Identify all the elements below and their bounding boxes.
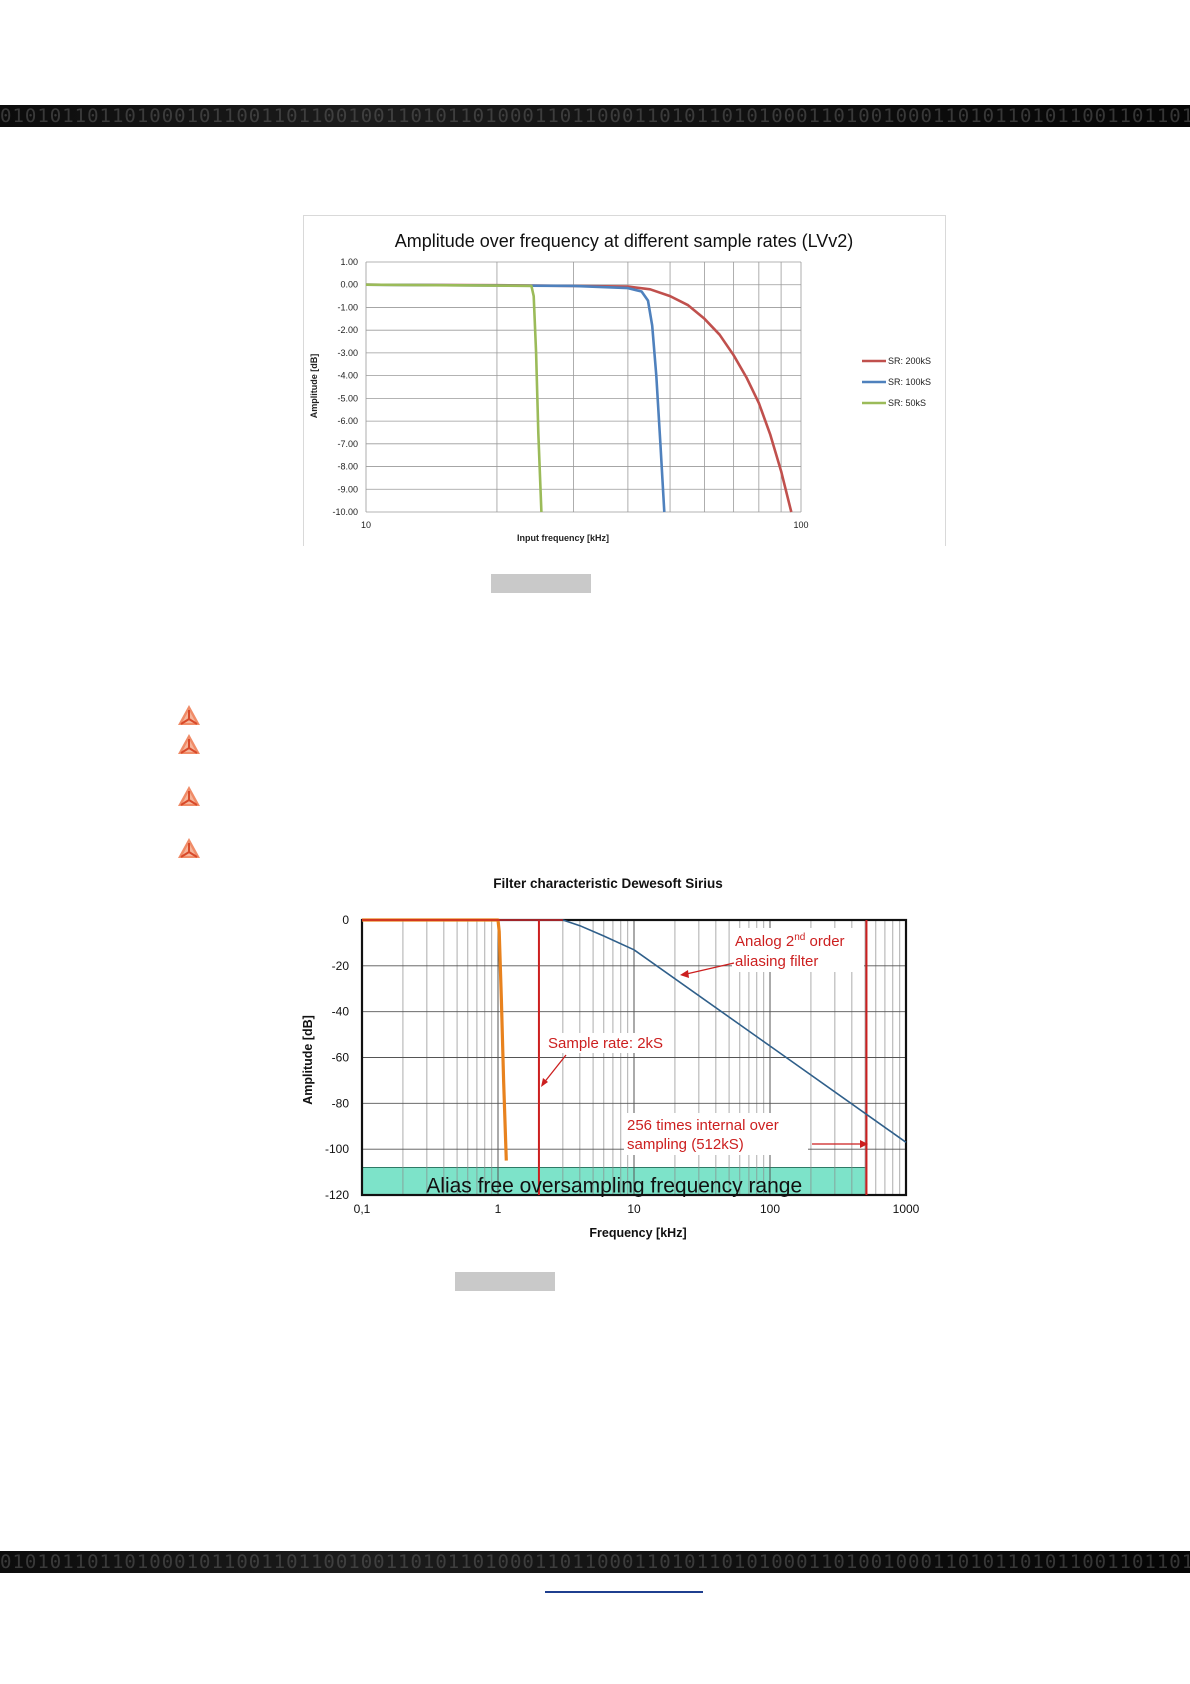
y-tick-label: -10.00 [332, 507, 358, 517]
chart-grid [365, 261, 802, 513]
series-line [365, 283, 666, 513]
annotation-bg [544, 1033, 674, 1053]
y-axis-ticks: 0 -20 -40 -60 -80 -100 -120 [325, 913, 349, 1202]
annotation-analog-filter-line2: aliasing filter [735, 953, 818, 970]
bullet-logo-icon [177, 704, 201, 726]
arrow-head-icon [680, 970, 689, 978]
series-line [362, 919, 907, 1143]
y-tick-label: -6.00 [337, 416, 358, 426]
y-tick-label: -7.00 [337, 439, 358, 449]
figure-filter-characteristic: Filter characteristic Dewesoft Sirius 0 -… [290, 868, 940, 1248]
annotation-sample-rate: Sample rate: 2kS [548, 1035, 663, 1052]
band-label: Alias free oversampling frequency range [426, 1175, 802, 1198]
legend-label: SR: 100kS [888, 377, 931, 387]
y-tick-label: -8.00 [337, 462, 358, 472]
annotation-arrow [681, 962, 735, 976]
chart-title: Amplitude over frequency at different sa… [395, 231, 854, 251]
y-tick-label: 0 [342, 913, 349, 927]
x-tick-label: 100 [793, 520, 808, 530]
y-tick-label: -20 [332, 959, 350, 973]
caption-placeholder-1 [491, 574, 591, 593]
bullet-logo-icon [177, 837, 201, 859]
y-tick-label: -80 [332, 1096, 350, 1110]
x-axis-label: Input frequency [kHz] [517, 533, 609, 543]
y-tick-label: -5.00 [337, 393, 358, 403]
chart-filter-characteristic: Filter characteristic Dewesoft Sirius 0 -… [301, 876, 920, 1240]
y-tick-label: -3.00 [337, 348, 358, 358]
x-tick-label: 100 [760, 1202, 780, 1216]
bullet-logo-icon [177, 733, 201, 755]
y-tick-label: -60 [332, 1051, 350, 1065]
footer-binary-band: 0101011011010001011001101100100110101101… [0, 1551, 1190, 1573]
x-tick-label: 1 [495, 1202, 502, 1216]
x-axis-ticks: 10 100 [361, 520, 809, 530]
caption-placeholder-2 [455, 1272, 555, 1291]
annotation-bg [624, 1113, 808, 1155]
arrow-head-icon [541, 1078, 548, 1087]
footer-binary-text: 0101011011010001011001101100100110101101… [0, 1551, 1190, 1573]
y-tick-label: -9.00 [337, 484, 358, 494]
chart-title: Filter characteristic Dewesoft Sirius [493, 876, 723, 891]
annotation-arrow [542, 1054, 567, 1085]
chart-annotations: Analog 2nd order aliasing filter Sample ra… [426, 928, 868, 1198]
plot-frame [360, 918, 908, 1197]
footer-link-underline [545, 1591, 703, 1593]
y-tick-label: -2.00 [337, 325, 358, 335]
figure-amplitude-sample-rates: Amplitude over frequency at different sa… [303, 215, 946, 546]
y-tick-label: 0.00 [340, 280, 358, 290]
chart-amplitude-sample-rates: Amplitude over frequency at different sa… [309, 231, 931, 543]
header-binary-text: 0101011011010001011001101100100110101101… [0, 105, 1190, 127]
arrow-head-icon [860, 1140, 868, 1148]
bullet-logo-icon [177, 785, 201, 807]
x-tick-label: 10 [627, 1202, 641, 1216]
chart-series [365, 283, 793, 513]
y-tick-label: -1.00 [337, 302, 358, 312]
y-tick-label: -4.00 [337, 371, 358, 381]
series-line [365, 283, 793, 513]
x-axis-ticks: 0,1 1 10 100 1000 [354, 1202, 920, 1216]
annotation-oversampling: 256 times internal over [627, 1117, 779, 1134]
header-binary-band: 0101011011010001011001101100100110101101… [0, 105, 1190, 127]
annotation-bg [732, 928, 864, 972]
chart-series [362, 918, 907, 1195]
y-axis-label: Amplitude [dB] [309, 354, 319, 419]
y-tick-label: 1.00 [340, 257, 358, 267]
annotation-oversampling-line2: sampling (512kS) [627, 1136, 744, 1153]
y-tick-label: -100 [325, 1142, 349, 1156]
series-line [365, 283, 543, 513]
y-tick-label: -40 [332, 1005, 350, 1019]
legend-label: SR: 200kS [888, 356, 931, 366]
x-axis-label: Frequency [kHz] [589, 1226, 686, 1240]
chart-legend: SR: 200kS SR: 100kS SR: 50kS [862, 356, 931, 408]
x-tick-label: 10 [361, 520, 371, 530]
annotation-analog-filter: Analog 2nd order [735, 932, 845, 950]
legend-label: SR: 50kS [888, 398, 926, 408]
x-tick-label: 0,1 [354, 1202, 371, 1216]
y-tick-label: -120 [325, 1188, 349, 1202]
y-axis-label: Amplitude [dB] [301, 1015, 315, 1105]
y-axis-ticks: 1.00 0.00 -1.00 -2.00 -3.00 -4.00 -5.00 -6.00 -7… [332, 257, 358, 517]
x-tick-label: 1000 [893, 1202, 920, 1216]
